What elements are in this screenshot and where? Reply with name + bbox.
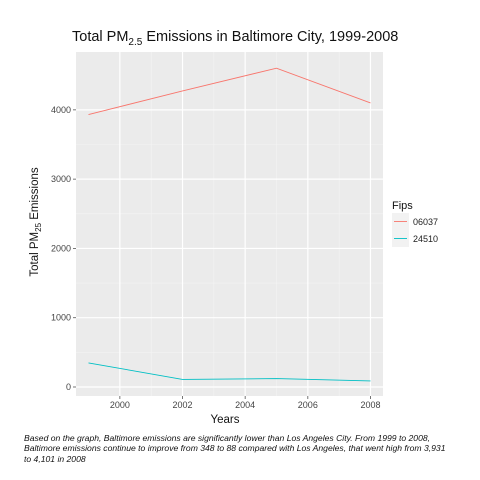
y-axis-ticks: 0 1000 2000 3000 4000 xyxy=(51,105,76,392)
x-tick-label: 2000 xyxy=(110,400,130,410)
major-gridlines xyxy=(76,52,383,396)
chart-title: Total PM2.5 Emissions in Baltimore City,… xyxy=(72,29,398,48)
y-axis-title: Total PM25 Emissions xyxy=(29,167,43,277)
legend-label-24510: 24510 xyxy=(413,234,438,244)
plot-panel xyxy=(76,52,383,396)
x-axis-ticks: 2000 2002 2004 2006 2008 xyxy=(110,396,380,410)
y-tick-label: 3000 xyxy=(51,174,71,184)
x-tick-label: 2004 xyxy=(235,400,255,410)
legend: Fips 06037 24510 xyxy=(392,200,438,247)
y-tick-label: 0 xyxy=(66,382,71,392)
legend-title: Fips xyxy=(392,200,413,212)
y-tick-label: 4000 xyxy=(51,105,71,115)
x-tick-label: 2002 xyxy=(172,400,192,410)
chart-caption: Based on the graph, Baltimore emissions … xyxy=(24,433,446,464)
x-tick-label: 2008 xyxy=(360,400,380,410)
y-tick-label: 1000 xyxy=(51,313,71,323)
legend-label-06037: 06037 xyxy=(413,217,438,227)
series-line-06037 xyxy=(88,67,371,116)
y-tick-label: 2000 xyxy=(51,243,71,253)
x-axis-title: Years xyxy=(211,414,240,426)
series-lines xyxy=(88,67,371,382)
x-tick-label: 2006 xyxy=(298,400,318,410)
series-line-24510 xyxy=(88,362,371,382)
